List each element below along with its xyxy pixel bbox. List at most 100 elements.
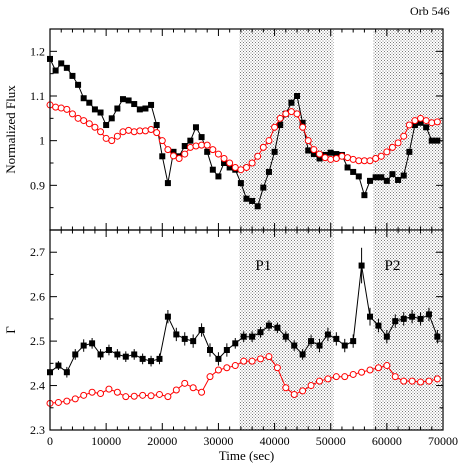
data-point-square	[187, 137, 194, 144]
data-point-circle	[119, 128, 127, 136]
data-point-circle	[338, 152, 346, 160]
data-point-square	[198, 327, 205, 333]
data-point-circle	[74, 114, 82, 122]
data-point-circle	[240, 357, 248, 365]
data-point-circle	[181, 379, 189, 387]
data-point-circle	[88, 388, 96, 396]
data-point-circle	[400, 377, 408, 385]
data-point-circle	[254, 152, 262, 160]
data-point-square	[240, 333, 247, 340]
data-point-circle	[391, 373, 399, 381]
data-point-circle	[321, 154, 329, 162]
data-point-circle	[203, 141, 211, 149]
data-point-square	[423, 124, 430, 131]
data-point-square	[274, 324, 281, 331]
data-point-square	[105, 347, 112, 353]
data-point-square	[277, 122, 284, 129]
data-point-circle	[366, 157, 374, 165]
y-tick-label: 0.9	[30, 178, 45, 192]
data-point-circle	[214, 150, 222, 158]
data-point-square	[223, 347, 230, 353]
data-point-square	[243, 195, 250, 202]
data-point-square	[72, 351, 79, 358]
data-point-circle	[276, 114, 284, 122]
data-point-circle	[327, 155, 335, 163]
panel-frame	[49, 229, 444, 431]
data-point-circle	[108, 137, 116, 145]
data-point-circle	[125, 126, 133, 134]
data-point-circle	[428, 119, 436, 127]
data-point-circle	[181, 150, 189, 158]
data-point-circle	[349, 155, 357, 163]
data-point-square	[80, 342, 87, 349]
x-tick-label: 70000	[428, 434, 458, 448]
data-point-circle	[186, 143, 194, 151]
data-point-circle	[248, 159, 256, 167]
data-point-square	[282, 333, 289, 340]
x-tick-label: 40000	[260, 434, 290, 448]
data-point-square	[392, 318, 399, 325]
data-point-circle	[105, 385, 113, 393]
y-tick-label: 2.6	[30, 290, 45, 304]
data-point-square	[69, 72, 76, 79]
data-point-circle	[293, 110, 301, 118]
shaded-interval	[373, 230, 443, 430]
data-point-circle	[85, 120, 93, 128]
data-point-circle	[394, 139, 402, 147]
data-point-square	[159, 153, 166, 160]
data-point-square	[119, 96, 126, 103]
data-point-square	[294, 93, 301, 99]
data-point-square	[316, 342, 323, 349]
data-point-circle	[290, 390, 298, 398]
shaded-interval	[373, 29, 443, 230]
data-point-square	[333, 335, 340, 342]
data-point-circle	[91, 123, 99, 131]
y-axis-label: Normalized Flux	[3, 85, 18, 174]
data-point-square	[142, 105, 149, 112]
data-point-circle	[209, 146, 217, 154]
data-point-square	[358, 262, 365, 269]
data-point-square	[97, 351, 104, 358]
data-point-circle	[273, 364, 281, 372]
data-point-circle	[80, 117, 88, 125]
data-point-circle	[237, 166, 245, 174]
phase-label: P1	[255, 258, 271, 274]
flux-panel: 0.9 1 1.1 1.2 Normalized Flux	[3, 28, 444, 231]
data-point-square	[52, 67, 59, 74]
data-point-square	[350, 168, 357, 175]
data-point-square	[209, 166, 216, 173]
data-point-square	[434, 333, 441, 340]
data-point-circle	[97, 128, 105, 136]
data-point-circle	[164, 146, 172, 154]
data-point-circle	[304, 137, 312, 145]
data-point-circle	[52, 103, 60, 111]
data-point-square	[383, 333, 390, 340]
x-tick-label: 10000	[91, 434, 121, 448]
data-point-square	[257, 329, 264, 336]
data-point-circle	[422, 117, 430, 125]
data-point-circle	[97, 390, 105, 398]
data-point-square	[148, 358, 155, 365]
data-point-circle	[259, 143, 267, 151]
data-point-circle	[411, 117, 419, 125]
data-point-circle	[355, 157, 363, 165]
data-point-square	[324, 331, 331, 338]
shaded-interval	[239, 29, 334, 230]
data-point-square	[316, 155, 323, 162]
data-point-circle	[405, 121, 413, 129]
data-point-square	[249, 197, 256, 204]
data-point-square	[333, 151, 340, 158]
data-point-square	[136, 106, 143, 113]
data-point-square	[204, 148, 211, 155]
data-point-circle	[172, 386, 180, 394]
data-point-square	[181, 143, 188, 150]
data-point-square	[58, 60, 65, 67]
y-tick-label: 2.5	[30, 334, 45, 348]
x-tick-label: 0	[47, 434, 53, 448]
data-point-square	[428, 137, 435, 144]
data-point-square	[139, 355, 146, 362]
data-point-square	[63, 369, 70, 376]
data-point-square	[131, 351, 138, 358]
data-point-circle	[388, 143, 396, 151]
data-point-square	[341, 342, 348, 349]
